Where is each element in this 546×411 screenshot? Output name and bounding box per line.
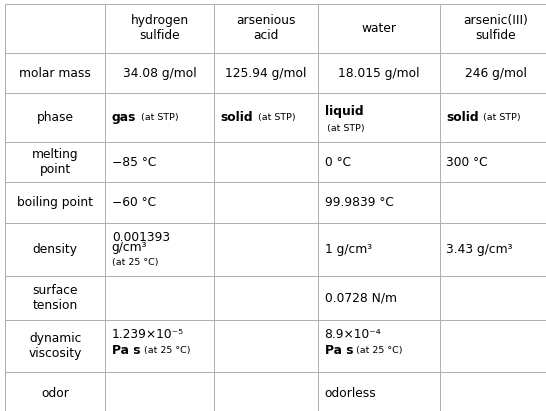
Text: solid: solid [446, 111, 479, 124]
Text: 34.08 g/mol: 34.08 g/mol [123, 67, 197, 79]
Bar [318, 182, 440, 223]
Bar [318, 4, 440, 53]
Bar [105, 93, 214, 142]
Text: (at 25 °C): (at 25 °C) [357, 346, 403, 355]
Text: 1.239×10⁻⁵: 1.239×10⁻⁵ [112, 328, 184, 341]
Bar [105, 4, 214, 53]
Bar [214, 320, 318, 372]
Text: (at STP): (at STP) [140, 113, 178, 122]
Bar [214, 142, 318, 182]
Text: (at 25 °C): (at 25 °C) [112, 258, 158, 267]
Bar [105, 182, 214, 223]
Bar [318, 320, 440, 372]
Bar [214, 276, 318, 320]
Bar [440, 320, 546, 372]
Text: melting
point: melting point [32, 148, 79, 176]
Text: surface
tension: surface tension [33, 284, 78, 312]
Bar [105, 53, 214, 93]
Bar [318, 93, 440, 142]
Bar [5, 276, 105, 320]
Text: odorless: odorless [324, 387, 376, 400]
Bar [5, 182, 105, 223]
Bar [105, 372, 214, 411]
Bar [5, 142, 105, 182]
Bar [318, 276, 440, 320]
Bar [440, 93, 546, 142]
Text: 300 °C: 300 °C [446, 156, 488, 169]
Bar [214, 4, 318, 53]
Text: 1 g/cm³: 1 g/cm³ [324, 243, 372, 256]
Text: 0.0728 N/m: 0.0728 N/m [324, 291, 396, 305]
Bar [318, 142, 440, 182]
Bar [440, 4, 546, 53]
Text: density: density [33, 243, 78, 256]
Text: hydrogen
sulfide: hydrogen sulfide [130, 14, 189, 42]
Text: 8.9×10⁻⁴: 8.9×10⁻⁴ [324, 328, 381, 341]
Text: −60 °C: −60 °C [112, 196, 156, 209]
Bar [5, 53, 105, 93]
Text: dynamic
viscosity: dynamic viscosity [29, 332, 82, 360]
Bar [318, 53, 440, 93]
Text: arsenic(III)
sulfide: arsenic(III) sulfide [463, 14, 528, 42]
Bar [440, 142, 546, 182]
Text: (at STP): (at STP) [327, 124, 365, 133]
Text: g/cm³: g/cm³ [112, 240, 147, 254]
Text: arsenious
acid: arsenious acid [236, 14, 296, 42]
Text: −85 °C: −85 °C [112, 156, 156, 169]
Text: 0.001393: 0.001393 [112, 231, 170, 244]
Text: 3.43 g/cm³: 3.43 g/cm³ [446, 243, 513, 256]
Bar [5, 223, 105, 276]
Bar [105, 320, 214, 372]
Bar [105, 142, 214, 182]
Text: gas: gas [112, 111, 136, 124]
Text: solid: solid [221, 111, 253, 124]
Text: (at STP): (at STP) [483, 113, 521, 122]
Bar [5, 4, 105, 53]
Bar [318, 372, 440, 411]
Bar [440, 372, 546, 411]
Text: water: water [361, 22, 396, 35]
Bar [440, 182, 546, 223]
Bar [214, 223, 318, 276]
Bar [440, 223, 546, 276]
Bar [318, 223, 440, 276]
Bar [105, 276, 214, 320]
Text: liquid: liquid [324, 105, 363, 118]
Bar [214, 53, 318, 93]
Bar [214, 93, 318, 142]
Text: 0 °C: 0 °C [324, 156, 351, 169]
Bar [5, 372, 105, 411]
Bar [5, 320, 105, 372]
Text: 246 g/mol: 246 g/mol [465, 67, 526, 79]
Bar [440, 276, 546, 320]
Text: (at STP): (at STP) [258, 113, 295, 122]
Text: odor: odor [41, 387, 69, 400]
Text: Pa s: Pa s [112, 344, 140, 357]
Bar [440, 53, 546, 93]
Text: (at 25 °C): (at 25 °C) [144, 346, 190, 355]
Text: 125.94 g/mol: 125.94 g/mol [225, 67, 307, 79]
Text: 99.9839 °C: 99.9839 °C [324, 196, 394, 209]
Text: molar mass: molar mass [20, 67, 91, 79]
Bar [5, 93, 105, 142]
Bar [214, 372, 318, 411]
Text: phase: phase [37, 111, 74, 124]
Text: boiling point: boiling point [17, 196, 93, 209]
Bar [214, 182, 318, 223]
Text: 18.015 g/mol: 18.015 g/mol [338, 67, 420, 79]
Text: Pa s: Pa s [324, 344, 353, 357]
Bar [105, 223, 214, 276]
